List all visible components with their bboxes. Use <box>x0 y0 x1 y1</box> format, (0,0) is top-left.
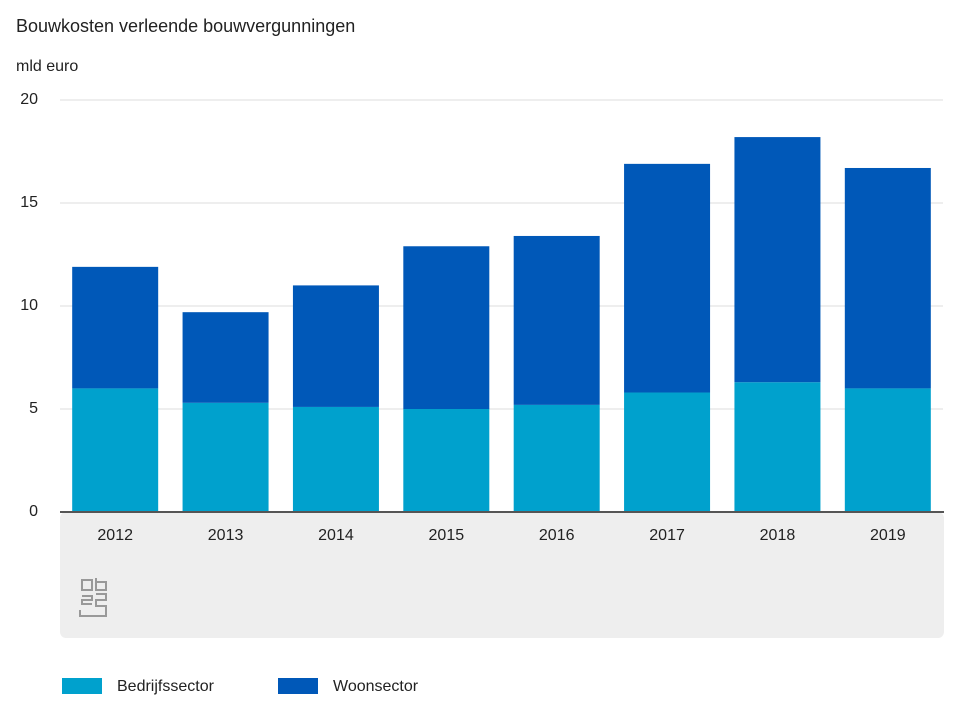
y-tick-label: 10 <box>20 297 38 314</box>
x-tick-label: 2017 <box>649 527 685 544</box>
legend-label: Woonsector <box>333 678 419 695</box>
bar-segment <box>182 312 269 403</box>
axis-panel <box>60 512 944 638</box>
y-axis-label: mld euro <box>16 58 78 75</box>
bar-segment <box>624 163 711 393</box>
bar-segment <box>624 392 711 512</box>
y-tick-label: 5 <box>29 400 38 417</box>
legend-swatch <box>62 678 102 694</box>
x-tick-label: 2018 <box>760 527 796 544</box>
chart-title: Bouwkosten verleende bouwvergunningen <box>16 16 355 36</box>
y-tick-label: 0 <box>29 503 38 520</box>
x-tick-label: 2014 <box>318 527 354 544</box>
bar-segment <box>844 167 931 389</box>
bar-segment <box>72 266 159 389</box>
bar-segment <box>734 382 821 512</box>
bar-segment <box>292 406 379 512</box>
x-tick-label: 2013 <box>208 527 244 544</box>
x-tick-label: 2015 <box>429 527 465 544</box>
bar-segment <box>403 409 490 512</box>
bar-segment <box>72 388 159 512</box>
x-tick-label: 2012 <box>97 527 133 544</box>
logo <box>79 578 107 617</box>
bar-segment <box>844 388 931 512</box>
y-tick-label: 15 <box>20 194 38 211</box>
bar-segment <box>292 285 379 407</box>
bar-segment <box>403 246 490 409</box>
x-tick-label: 2016 <box>539 527 575 544</box>
legend-swatch <box>278 678 318 694</box>
bar-segment <box>513 404 600 512</box>
x-tick-label: 2019 <box>870 527 906 544</box>
legend-label: Bedrijfssector <box>117 678 215 695</box>
bar-segment <box>734 137 821 383</box>
bar-segment <box>182 402 269 512</box>
bar-segment <box>513 235 600 405</box>
y-tick-label: 20 <box>20 91 38 108</box>
